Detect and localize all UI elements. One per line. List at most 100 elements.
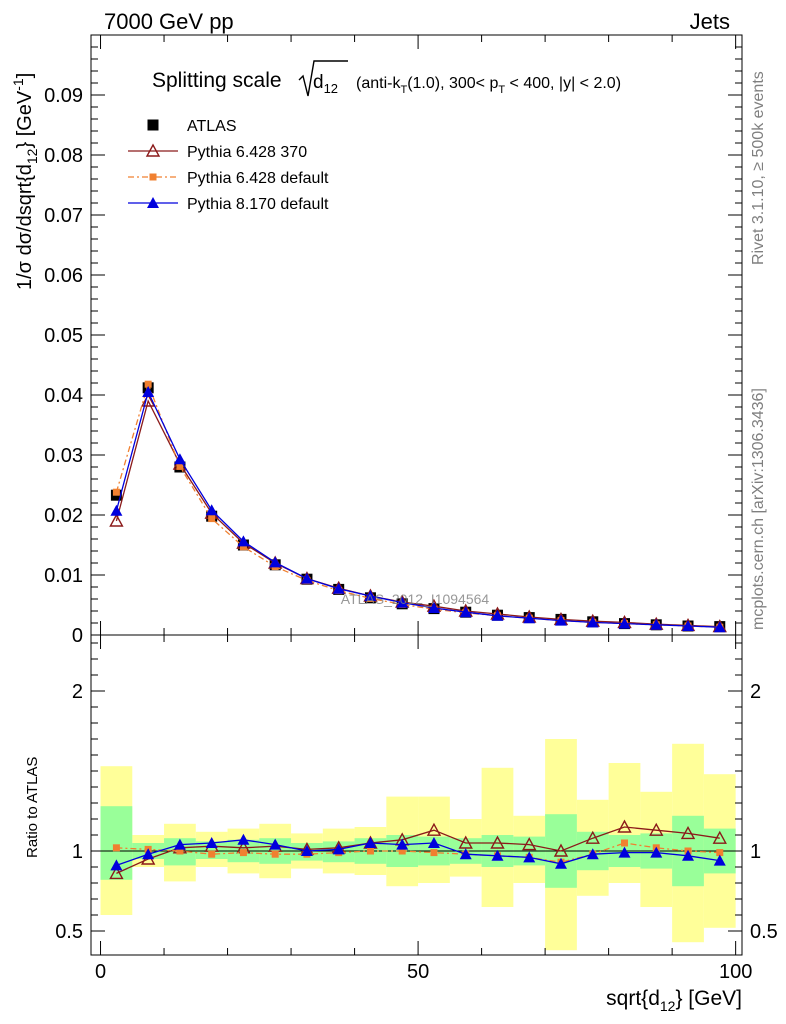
y-axis-label-main: 1/σ dσ/dsqrt{d12} [GeV-1] — [10, 73, 40, 290]
ratio-point — [205, 837, 218, 848]
ratio-point — [553, 843, 569, 857]
y-tick-label: 0 — [72, 625, 83, 647]
ratio-point — [649, 822, 664, 836]
ratio-point — [426, 822, 442, 836]
x-tick-label: 50 — [407, 961, 429, 983]
ratio-series-line — [116, 839, 720, 867]
ratio-tick-label-left: 2 — [72, 681, 83, 703]
title-cond-c: < 400, |y| < 2.0) — [505, 75, 621, 92]
ylabel-part2: } [GeV — [14, 90, 36, 148]
x-tick-label: 0 — [95, 961, 106, 983]
plot-title: Splitting scale d12 (anti-kT(1.0), 300< … — [152, 60, 621, 97]
ratio-point — [427, 837, 440, 848]
legend-marker — [147, 119, 159, 131]
ratio-point — [586, 848, 599, 860]
data-point — [682, 620, 695, 631]
ratio-point — [713, 854, 726, 866]
ratio-point — [173, 838, 186, 850]
data-point — [491, 609, 504, 621]
ratio-point — [300, 845, 313, 856]
svg-text:d12: d12 — [313, 72, 338, 96]
legend-entry: Pythia 6.428 default — [128, 170, 329, 187]
y-tick-label: 0.06 — [44, 265, 83, 287]
ratio-series-line — [116, 826, 720, 874]
title-cond-b-sub: T — [498, 84, 505, 96]
data-point — [618, 617, 631, 629]
data-point — [427, 602, 440, 613]
data-point — [554, 614, 567, 626]
data-point — [109, 513, 124, 527]
data-point — [140, 393, 156, 407]
inner-band-bin — [195, 841, 228, 859]
ratio-point — [366, 847, 374, 855]
y-tick-label: 0.05 — [44, 325, 83, 347]
ratio-series-layer — [109, 819, 727, 880]
ratio-point — [208, 850, 216, 858]
xlabel-sub: 12 — [660, 998, 676, 1014]
ratio-series-line — [116, 842, 720, 863]
ratio-point — [554, 857, 567, 869]
title-cond-a-sub: T — [400, 84, 407, 96]
ratio-point — [712, 830, 727, 844]
ratio-point — [459, 848, 472, 860]
legend-entry: Pythia 6.428 370 — [128, 143, 307, 161]
ratio-point — [142, 848, 155, 860]
ylabel-sub: 12 — [24, 148, 40, 164]
header-left: 7000 GeV pp — [104, 9, 234, 34]
ratio-tick-label-right: 1 — [750, 841, 761, 863]
ratio-point — [680, 825, 696, 840]
ratio-point — [522, 837, 537, 851]
ratio-panel-frame — [90, 634, 743, 956]
y-tick-label: 0.04 — [44, 385, 83, 407]
ratio-series-pythia-8-170-default — [110, 833, 726, 871]
legend-marker — [147, 197, 159, 208]
data-point — [237, 535, 250, 547]
title-cond-a: (anti-k — [356, 75, 401, 92]
data-point — [112, 488, 120, 496]
data-point — [332, 582, 345, 594]
mcplots-label: mcplots.cern.ch [arXiv:1306.3436] — [750, 388, 767, 630]
data-point — [142, 386, 155, 397]
data-point — [586, 616, 599, 628]
data-point — [459, 606, 472, 618]
data-point — [173, 453, 186, 465]
svg-text:(anti-kT(1.0), 300< pT < 400,: (anti-kT(1.0), 300< pT < 400, |y| < 2.0) — [356, 75, 621, 96]
ratio-point — [585, 830, 600, 844]
legend-marker — [149, 173, 157, 181]
ratio-point — [491, 849, 504, 861]
legend-label: Pythia 8.170 default — [187, 196, 329, 213]
legend: ATLAS Pythia 6.428 370 Pythia 6.428 defaul… — [128, 118, 329, 213]
y-tick-label: 0.03 — [44, 445, 83, 467]
header-right: Jets — [690, 9, 730, 34]
legend-entry: Pythia 8.170 default — [128, 196, 329, 213]
legend-label: Pythia 6.428 370 — [187, 144, 307, 161]
data-point — [208, 515, 216, 523]
title-sqrt-arg: d — [313, 72, 324, 93]
ratio-point — [237, 833, 250, 845]
title-main: Splitting scale — [152, 69, 282, 92]
data-point — [205, 504, 218, 516]
y-tick-label: 0.08 — [44, 145, 83, 167]
xlabel-part1: sqrt{d — [606, 987, 660, 1010]
y-axis-label-ratio: Ratio to ATLAS — [24, 757, 41, 858]
y-tick-label: 0.01 — [44, 565, 83, 587]
title-sqrt-sub: 12 — [324, 81, 338, 96]
y-tick-label: 0.07 — [44, 205, 83, 227]
ratio-point — [176, 847, 184, 855]
analysis-watermark: ATLAS_2012_I1094564 — [341, 591, 490, 607]
data-point — [144, 380, 152, 388]
legend-marker — [145, 143, 161, 157]
x-axis-ticks: 0 50 100 — [95, 35, 752, 983]
data-point — [713, 621, 726, 633]
ylabel-part3: ] — [14, 73, 36, 79]
x-tick-label: 100 — [719, 961, 752, 983]
main-axis-ticks: 0 0.01 0.02 0.03 0.04 0.05 0.06 0.07 0.08 0.09 — [44, 46, 742, 647]
data-point — [523, 612, 536, 624]
y-tick-label: 0.02 — [44, 505, 83, 527]
main-series-layer — [109, 380, 727, 633]
data-point — [396, 596, 409, 608]
data-point — [176, 462, 184, 470]
legend-entry: ATLAS — [147, 118, 237, 135]
title-cond-b: (1.0), 300< p — [407, 75, 498, 92]
